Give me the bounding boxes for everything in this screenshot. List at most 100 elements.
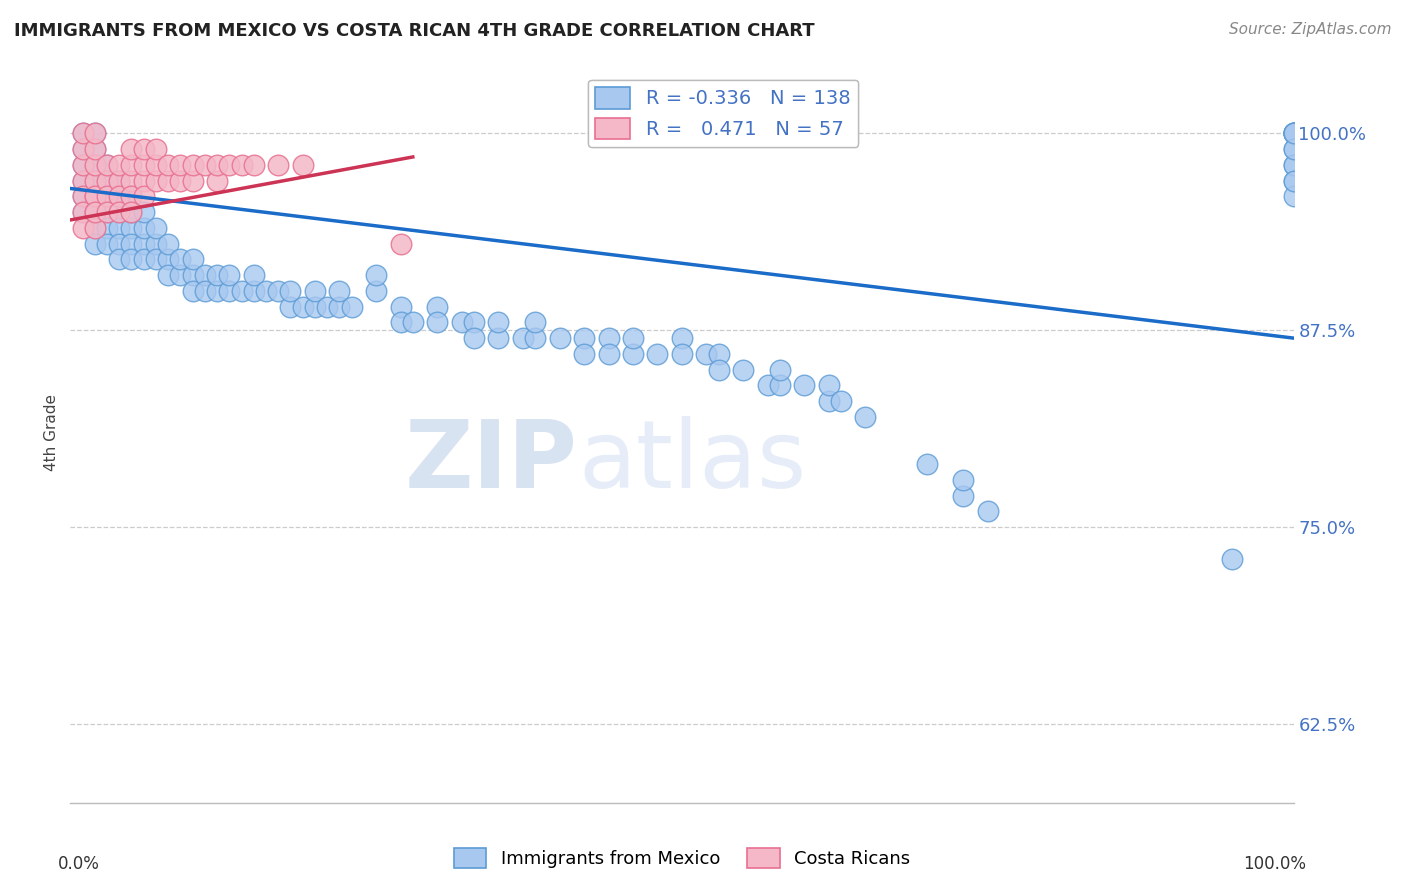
Point bbox=[1220, 551, 1243, 566]
Point bbox=[72, 189, 94, 203]
Point bbox=[218, 284, 240, 298]
Text: 0.0%: 0.0% bbox=[58, 855, 100, 872]
Point bbox=[1282, 126, 1305, 140]
Text: atlas: atlas bbox=[578, 417, 806, 508]
Point bbox=[1282, 158, 1305, 172]
Point bbox=[769, 362, 792, 376]
Point bbox=[121, 173, 143, 187]
Point bbox=[83, 189, 105, 203]
Point bbox=[243, 158, 266, 172]
Point bbox=[1282, 126, 1305, 140]
Point bbox=[121, 189, 143, 203]
Point bbox=[145, 220, 167, 235]
Point bbox=[254, 284, 277, 298]
Point bbox=[340, 300, 363, 314]
Point bbox=[598, 347, 620, 361]
Point bbox=[96, 173, 118, 187]
Legend: R = -0.336   N = 138, R =   0.471   N = 57: R = -0.336 N = 138, R = 0.471 N = 57 bbox=[588, 79, 859, 147]
Point bbox=[267, 284, 290, 298]
Point bbox=[108, 189, 131, 203]
Point bbox=[83, 173, 105, 187]
Point bbox=[83, 220, 105, 235]
Point bbox=[132, 252, 155, 267]
Point bbox=[72, 205, 94, 219]
Point bbox=[194, 284, 217, 298]
Point bbox=[121, 236, 143, 251]
Point bbox=[96, 189, 118, 203]
Point bbox=[83, 189, 105, 203]
Point bbox=[231, 284, 253, 298]
Point bbox=[72, 173, 94, 187]
Point bbox=[598, 331, 620, 345]
Point bbox=[132, 158, 155, 172]
Point bbox=[121, 220, 143, 235]
Point bbox=[96, 205, 118, 219]
Point bbox=[83, 142, 105, 156]
Point bbox=[426, 315, 449, 329]
Point bbox=[72, 158, 94, 172]
Point bbox=[671, 347, 693, 361]
Point bbox=[83, 126, 105, 140]
Point bbox=[733, 362, 755, 376]
Point bbox=[205, 173, 228, 187]
Point bbox=[181, 268, 204, 282]
Point bbox=[121, 158, 143, 172]
Point bbox=[96, 236, 118, 251]
Point bbox=[72, 205, 94, 219]
Point bbox=[817, 378, 839, 392]
Point bbox=[108, 236, 131, 251]
Point bbox=[194, 268, 217, 282]
Point bbox=[72, 142, 94, 156]
Point bbox=[83, 189, 105, 203]
Point bbox=[169, 268, 191, 282]
Point bbox=[328, 300, 350, 314]
Point bbox=[280, 284, 302, 298]
Point bbox=[389, 315, 412, 329]
Point bbox=[707, 347, 730, 361]
Point bbox=[426, 300, 449, 314]
Point bbox=[72, 126, 94, 140]
Point bbox=[218, 268, 240, 282]
Point bbox=[132, 236, 155, 251]
Point bbox=[1282, 126, 1305, 140]
Point bbox=[830, 394, 852, 409]
Point bbox=[231, 158, 253, 172]
Point bbox=[145, 142, 167, 156]
Point bbox=[218, 158, 240, 172]
Point bbox=[205, 158, 228, 172]
Point bbox=[145, 173, 167, 187]
Point bbox=[121, 142, 143, 156]
Point bbox=[1282, 158, 1305, 172]
Point bbox=[145, 236, 167, 251]
Point bbox=[524, 331, 547, 345]
Point bbox=[169, 252, 191, 267]
Point bbox=[83, 158, 105, 172]
Point bbox=[83, 205, 105, 219]
Point bbox=[304, 284, 326, 298]
Point bbox=[621, 331, 644, 345]
Point bbox=[512, 331, 534, 345]
Point bbox=[72, 189, 94, 203]
Point bbox=[366, 284, 388, 298]
Point bbox=[621, 347, 644, 361]
Point bbox=[769, 378, 792, 392]
Point bbox=[83, 158, 105, 172]
Point bbox=[108, 205, 131, 219]
Point bbox=[96, 173, 118, 187]
Point bbox=[72, 142, 94, 156]
Point bbox=[1282, 189, 1305, 203]
Point bbox=[83, 126, 105, 140]
Point bbox=[1282, 126, 1305, 140]
Point bbox=[108, 173, 131, 187]
Point bbox=[108, 220, 131, 235]
Point bbox=[205, 284, 228, 298]
Point bbox=[157, 252, 180, 267]
Point bbox=[181, 158, 204, 172]
Point bbox=[157, 236, 180, 251]
Point bbox=[96, 220, 118, 235]
Point bbox=[855, 409, 877, 424]
Point bbox=[181, 252, 204, 267]
Point bbox=[243, 268, 266, 282]
Point bbox=[83, 220, 105, 235]
Text: ZIP: ZIP bbox=[405, 417, 578, 508]
